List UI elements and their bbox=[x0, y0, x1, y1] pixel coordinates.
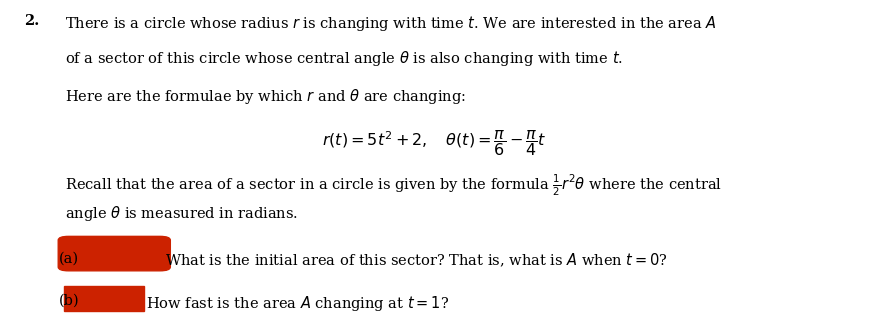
Text: How fast is the area $A$ changing at $t = 1$?: How fast is the area $A$ changing at $t … bbox=[146, 294, 449, 313]
Text: Recall that the area of a sector in a circle is given by the formula $\frac{1}{2: Recall that the area of a sector in a ci… bbox=[65, 172, 722, 198]
Text: There is a circle whose radius $r$ is changing with time $t$. We are interested : There is a circle whose radius $r$ is ch… bbox=[65, 14, 717, 33]
FancyBboxPatch shape bbox=[64, 286, 144, 311]
FancyBboxPatch shape bbox=[58, 236, 170, 271]
Text: angle $\theta$ is measured in radians.: angle $\theta$ is measured in radians. bbox=[65, 204, 298, 223]
Text: $r(t) = 5t^2 + 2, \quad \theta(t) = \dfrac{\pi}{6} - \dfrac{\pi}{4}t$: $r(t) = 5t^2 + 2, \quad \theta(t) = \dfr… bbox=[322, 128, 547, 158]
Text: What is the initial area of this sector? That is, what is $A$ when $t = 0$?: What is the initial area of this sector?… bbox=[165, 251, 668, 269]
Text: of a sector of this circle whose central angle $\theta$ is also changing with ti: of a sector of this circle whose central… bbox=[65, 49, 623, 68]
Text: Here are the formulae by which $r$ and $\theta$ are changing:: Here are the formulae by which $r$ and $… bbox=[65, 87, 466, 106]
Text: (a): (a) bbox=[59, 251, 79, 265]
Text: (b): (b) bbox=[59, 294, 80, 308]
Text: 2.: 2. bbox=[24, 14, 40, 28]
